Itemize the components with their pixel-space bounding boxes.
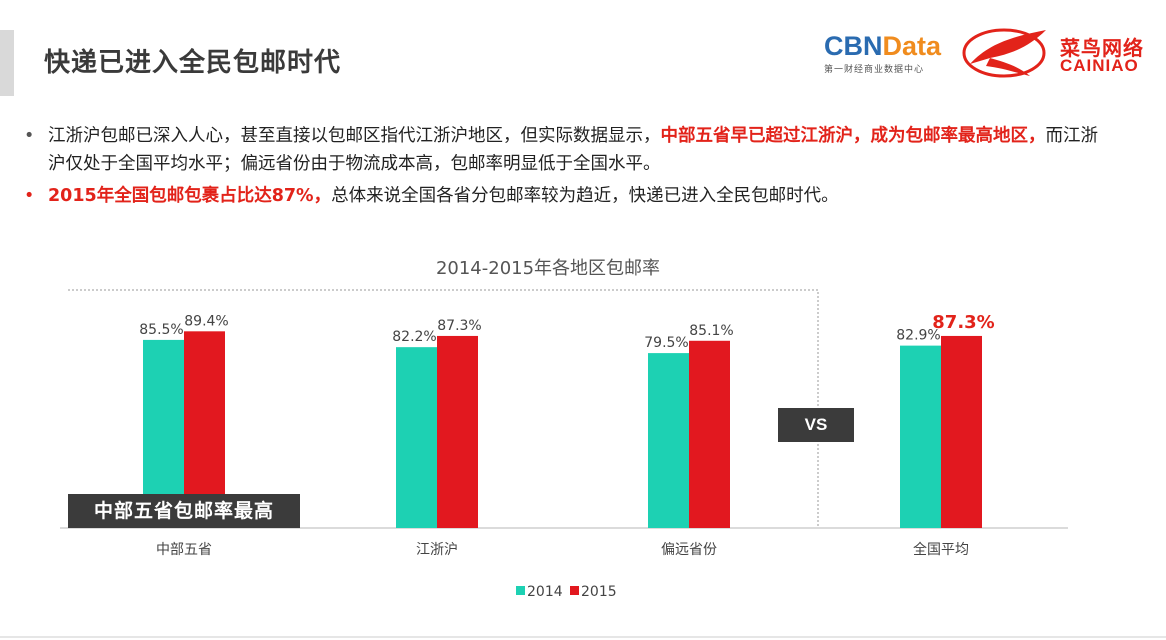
- data-label-2015-0: 89.4%: [184, 313, 228, 329]
- legend-swatch-2015: [570, 586, 579, 595]
- bullet-list: • 江浙沪包邮已深入人心，甚至直接以包邮区指代江浙沪地区，但实际数据显示，中部五…: [24, 122, 1104, 214]
- data-label-2014-3: 82.9%: [896, 328, 940, 344]
- bar-2015-1: [437, 335, 478, 528]
- bar-2014-3: [900, 345, 941, 528]
- bar-2014-1: [396, 347, 437, 528]
- legend-label-2015: 2015: [581, 584, 617, 600]
- cbndata-logo-word-b: Data: [882, 31, 942, 61]
- cbndata-logo-word-a: CBN: [824, 31, 883, 61]
- bullet-2-highlight: 2015年全国包邮包裹占比达87%，: [48, 186, 332, 206]
- bullet-1-part-3: 而江浙沪仅处于全国平均水平；偏远省份由于物流成本高，包邮率明显低于全国水平。: [48, 126, 1098, 174]
- bullet-1-part-1: 江浙沪包邮已深入人心，甚至直接以包邮区指代江浙沪地区，但实际数据显示，: [48, 126, 661, 146]
- legend-swatch-2014: [516, 586, 525, 595]
- cainiao-logo-cn: 菜鸟网络: [1060, 36, 1144, 60]
- chart-title: 2014-2015年各地区包邮率: [436, 258, 660, 279]
- data-label-2015-2: 85.1%: [689, 323, 733, 339]
- callout-label: 中部五省包邮率最高: [68, 494, 300, 528]
- data-label-2014-0: 85.5%: [139, 322, 183, 338]
- data-label-2014-2: 79.5%: [644, 335, 688, 351]
- bullet-dot-icon: •: [24, 186, 35, 206]
- x-tick-label-1: 江浙沪: [416, 542, 458, 558]
- cainiao-bird-icon: [962, 28, 1046, 78]
- bar-2014-2: [648, 353, 689, 528]
- group-divider-frame: [68, 289, 819, 528]
- bullet-dot-icon: •: [24, 126, 35, 146]
- data-label-2015-3: 87.3%: [932, 312, 994, 333]
- footer-divider: [0, 636, 1166, 638]
- cbndata-logo: CBNData 第一财经商业数据中心: [824, 32, 954, 76]
- bullet-item-2: • 2015年全国包邮包裹占比达87%，总体来说全国各省分包邮率较为趋近，快递已…: [24, 182, 1104, 210]
- legend-label-2014: 2014: [527, 584, 563, 600]
- x-tick-label-0: 中部五省: [156, 542, 212, 558]
- cainiao-logo-en: CAINIAO: [1060, 56, 1139, 75]
- data-label-2014-1: 82.2%: [392, 329, 436, 345]
- x-tick-label-3: 全国平均: [913, 541, 969, 558]
- bar-2015-3: [941, 335, 982, 528]
- bar-2015-2: [689, 340, 730, 528]
- data-label-2015-1: 87.3%: [437, 318, 481, 334]
- cbndata-logo-subtitle: 第一财经商业数据中心: [824, 65, 925, 75]
- bullet-1-highlight: 中部五省早已超过江浙沪，成为包邮率最高地区，: [660, 126, 1046, 146]
- legend: 2014 2015: [516, 584, 617, 600]
- title-accent-bar: [0, 30, 14, 96]
- x-tick-label-2: 偏远省份: [661, 542, 717, 558]
- page-title: 快递已进入全民包邮时代: [44, 48, 342, 78]
- vs-label: VS: [778, 408, 854, 442]
- bullet-2-part-2: 总体来说全国各省分包邮率较为趋近，快递已进入全民包邮时代。: [331, 186, 839, 206]
- bullet-item-1: • 江浙沪包邮已深入人心，甚至直接以包邮区指代江浙沪地区，但实际数据显示，中部五…: [24, 122, 1104, 178]
